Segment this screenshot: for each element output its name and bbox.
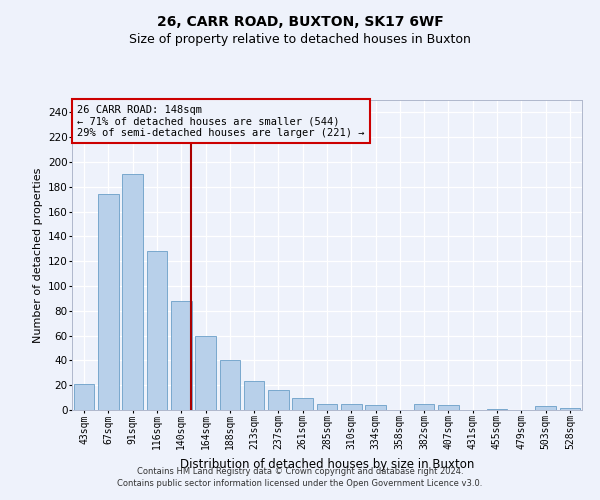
Bar (195, 336, 216, 410)
Bar (487, 409, 508, 410)
Bar (317, 404, 337, 410)
Bar (365, 405, 386, 410)
Bar (74, 384, 94, 410)
Bar (122, 174, 143, 410)
Bar (535, 406, 556, 410)
Bar (341, 404, 362, 410)
Text: 26 CARR ROAD: 148sqm
← 71% of detached houses are smaller (544)
29% of semi-deta: 26 CARR ROAD: 148sqm ← 71% of detached h… (77, 104, 365, 138)
Bar (220, 360, 240, 410)
Bar (171, 301, 191, 410)
Text: 26, CARR ROAD, BUXTON, SK17 6WF: 26, CARR ROAD, BUXTON, SK17 6WF (157, 15, 443, 29)
Bar (98, 194, 119, 410)
X-axis label: Distribution of detached houses by size in Buxton: Distribution of detached houses by size … (180, 458, 474, 471)
Text: Size of property relative to detached houses in Buxton: Size of property relative to detached ho… (129, 32, 471, 46)
Bar (292, 398, 313, 410)
Y-axis label: Number of detached properties: Number of detached properties (32, 168, 43, 342)
Bar (146, 252, 167, 410)
Bar (268, 390, 289, 410)
Bar (244, 382, 265, 410)
Bar (414, 404, 434, 410)
Bar (438, 405, 459, 410)
Text: Contains HM Land Registry data © Crown copyright and database right 2024.
Contai: Contains HM Land Registry data © Crown c… (118, 466, 482, 487)
Bar (560, 408, 580, 410)
